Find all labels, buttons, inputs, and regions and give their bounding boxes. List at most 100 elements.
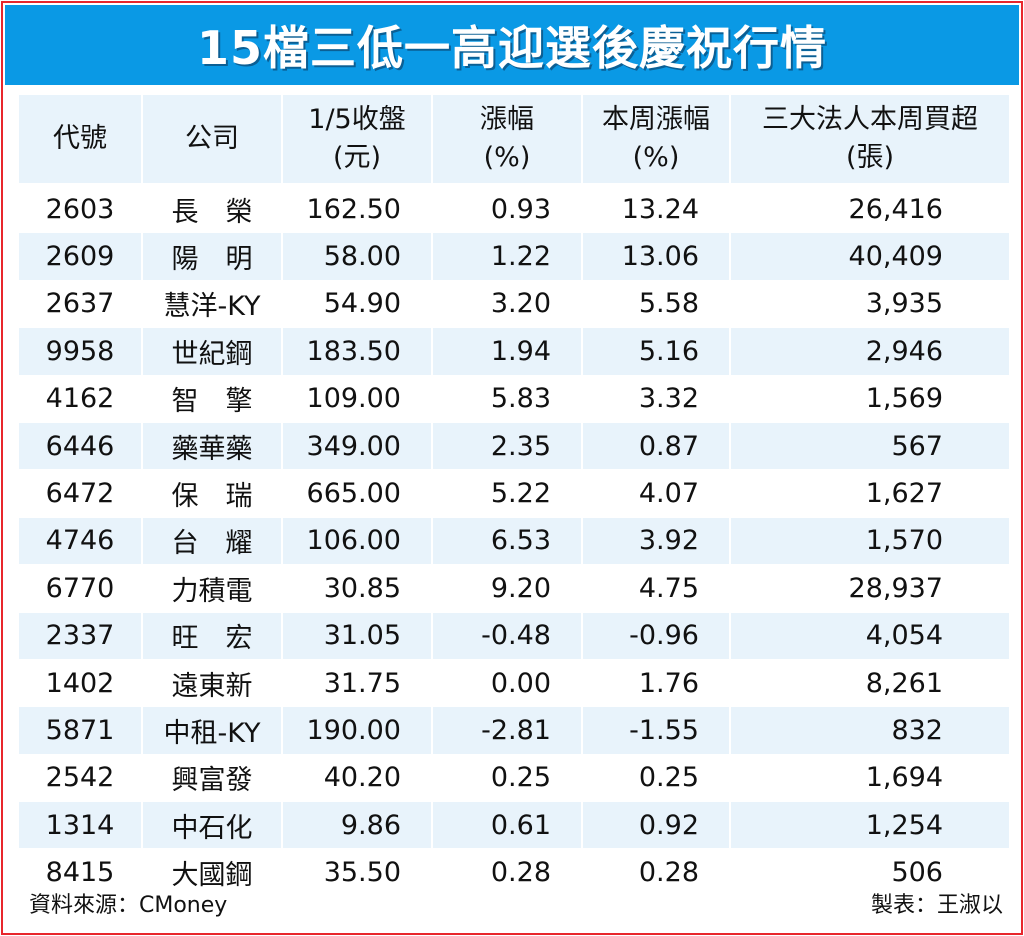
cell-company: 智 擎 [143,374,281,422]
cell-close: 183.50 [283,327,431,375]
cell-change: 2.35 [433,421,581,470]
cell-code: 4162 [19,374,141,422]
cell-close: 30.85 [283,564,431,612]
cell-close: 190.00 [283,706,431,754]
cell-close: 106.00 [283,516,431,565]
cell-net-buy: 8,261 [731,658,1009,707]
header-company: 公司 [143,95,281,185]
cell-change: 5.83 [433,374,581,422]
header-week-change: 本周漲幅 (%) [583,95,729,185]
table-row: 2337 旺 宏 31.05 -0.48 -0.96 4,054 [19,611,1009,659]
cell-company: 力積電 [143,564,281,612]
cell-week-change: 13.24 [583,185,729,233]
table-row: 8415 大國鋼 35.50 0.28 0.28 506 [19,848,1009,896]
table-row: 1314 中石化 9.86 0.61 0.92 1,254 [19,801,1009,849]
cell-code: 1402 [19,658,141,707]
header-code: 代號 [19,95,141,185]
cell-change: 0.25 [433,753,581,802]
cell-change: 0.61 [433,801,581,849]
cell-change: 3.20 [433,279,581,328]
table-row: 1402 遠東新 31.75 0.00 1.76 8,261 [19,658,1009,707]
cell-net-buy: 26,416 [731,185,1009,233]
cell-code: 6472 [19,469,141,517]
cell-company: 長 榮 [143,185,281,233]
table-row: 6472 保 瑞 665.00 5.22 4.07 1,627 [19,469,1009,517]
cell-net-buy: 1,569 [731,374,1009,422]
table-row: 2603 長 榮 162.50 0.93 13.24 26,416 [19,185,1009,233]
cell-change: 1.94 [433,327,581,375]
cell-code: 4746 [19,516,141,565]
cell-net-buy: 3,935 [731,279,1009,328]
cell-week-change: 0.25 [583,753,729,802]
cell-company: 大國鋼 [143,848,281,896]
header-net-buy: 三大法人本周買超 (張) [731,95,1009,185]
cell-code: 6770 [19,564,141,612]
cell-close: 40.20 [283,753,431,802]
cell-close: 665.00 [283,469,431,517]
cell-close: 31.75 [283,658,431,707]
cell-net-buy: 2,946 [731,327,1009,375]
cell-code: 1314 [19,801,141,849]
cell-week-change: 4.07 [583,469,729,517]
cell-week-change: 4.75 [583,564,729,612]
cell-change: -2.81 [433,706,581,754]
cell-code: 6446 [19,421,141,470]
cell-code: 2542 [19,753,141,802]
stock-table-container: 代號 公司 1/5收盤 (元) 漲幅 (%) 本周漲幅 [17,95,1011,896]
cell-week-change: 5.58 [583,279,729,328]
cell-change: 9.20 [433,564,581,612]
cell-net-buy: 1,627 [731,469,1009,517]
cell-company: 興富發 [143,753,281,802]
maker-credit: 製表：王淑以 [870,893,1003,918]
cell-net-buy: 40,409 [731,232,1009,280]
cell-change: 1.22 [433,232,581,280]
cell-code: 9958 [19,327,141,375]
cell-company: 中租-KY [143,706,281,754]
table-body: 2603 長 榮 162.50 0.93 13.24 26,416 2609 陽 明 58.00… [19,185,1009,896]
footer: 資料來源：CMoney 製表：王淑以 [17,885,1011,921]
cell-change: 0.00 [433,658,581,707]
cell-net-buy: 506 [731,848,1009,896]
cell-company: 中石化 [143,801,281,849]
header-change: 漲幅 (%) [433,95,581,185]
cell-net-buy: 832 [731,706,1009,754]
cell-net-buy: 1,694 [731,753,1009,802]
cell-change: 0.93 [433,185,581,233]
cell-close: 9.86 [283,801,431,849]
cell-week-change: 13.06 [583,232,729,280]
title-banner: 15檔三低一高迎選後慶祝行情 [5,5,1019,85]
cell-company: 藥華藥 [143,421,281,470]
cell-close: 54.90 [283,279,431,328]
cell-change: 6.53 [433,516,581,565]
cell-week-change: 3.92 [583,516,729,565]
cell-week-change: 5.16 [583,327,729,375]
cell-code: 2337 [19,611,141,659]
cell-change: 0.28 [433,848,581,896]
cell-close: 35.50 [283,848,431,896]
cell-code: 2603 [19,185,141,233]
cell-net-buy: 28,937 [731,564,1009,612]
cell-close: 31.05 [283,611,431,659]
cell-week-change: 3.32 [583,374,729,422]
table-row: 5871 中租-KY 190.00 -2.81 -1.55 832 [19,706,1009,754]
cell-code: 2637 [19,279,141,328]
table-row: 4746 台 耀 106.00 6.53 3.92 1,570 [19,516,1009,565]
cell-net-buy: 1,570 [731,516,1009,565]
cell-company: 世紀鋼 [143,327,281,375]
cell-close: 109.00 [283,374,431,422]
cell-net-buy: 4,054 [731,611,1009,659]
cell-company: 保 瑞 [143,469,281,517]
cell-week-change: 0.92 [583,801,729,849]
cell-change: -0.48 [433,611,581,659]
table-header-row: 代號 公司 1/5收盤 (元) 漲幅 (%) 本周漲幅 [19,95,1009,185]
cell-close: 162.50 [283,185,431,233]
cell-code: 2609 [19,232,141,280]
cell-week-change: 0.87 [583,421,729,470]
cell-net-buy: 1,254 [731,801,1009,849]
cell-code: 5871 [19,706,141,754]
cell-company: 遠東新 [143,658,281,707]
cell-week-change: -1.55 [583,706,729,754]
table-row: 6770 力積電 30.85 9.20 4.75 28,937 [19,564,1009,612]
cell-net-buy: 567 [731,421,1009,470]
